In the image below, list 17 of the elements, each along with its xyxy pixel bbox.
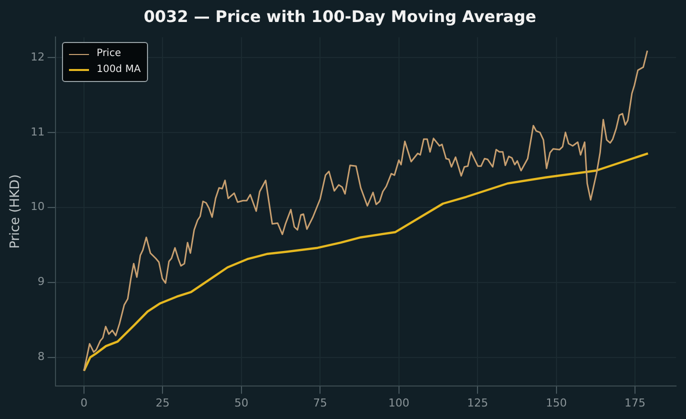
- legend-label: Price: [96, 47, 121, 62]
- x-tick-label: 50: [234, 396, 248, 410]
- x-tick-label: 100: [388, 396, 410, 410]
- x-tick-label: 125: [467, 396, 488, 410]
- x-tick-label: 150: [546, 396, 567, 410]
- x-tick-label: 0: [80, 396, 88, 410]
- y-tick-label: 11: [30, 125, 45, 138]
- chart-title: 0032 — Price with 100-Day Moving Average: [144, 6, 536, 26]
- x-tick-label: 25: [156, 396, 170, 410]
- legend-label: 100d MA: [96, 63, 141, 78]
- y-tick-label: 10: [30, 200, 45, 214]
- y-axis-title: Price (HKD): [8, 174, 24, 249]
- x-tick-label: 175: [624, 396, 646, 410]
- x-tick-label: 75: [313, 396, 328, 410]
- y-tick-label: 8: [38, 350, 45, 364]
- y-tick-label: 12: [30, 50, 45, 64]
- y-tick-label: 9: [38, 275, 45, 288]
